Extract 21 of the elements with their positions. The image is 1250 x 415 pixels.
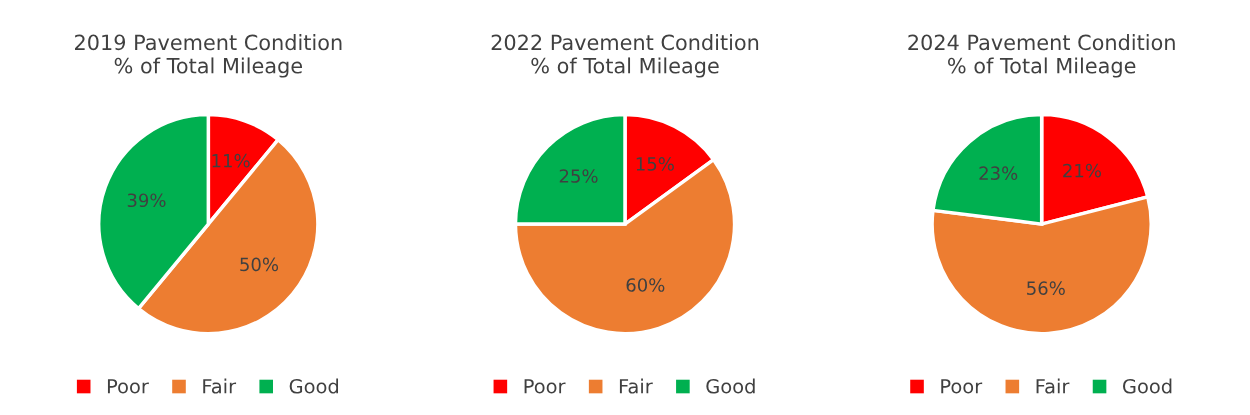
data-label: 39% — [127, 193, 166, 208]
data-label: 56% — [1027, 281, 1065, 295]
chart-title: 2019 Pavement Condition % of Total Mileage — [75, 34, 342, 78]
data-label: 15% — [636, 157, 674, 171]
data-label: 60% — [626, 278, 665, 292]
legend-label: Poor — [524, 379, 566, 394]
data-label: 21% — [1063, 163, 1102, 178]
legend-label: Poor — [107, 379, 149, 394]
legend-label: Good — [289, 378, 339, 394]
legend-label: Good — [706, 378, 755, 394]
legend-label: Fair — [619, 378, 653, 394]
data-label: 50% — [240, 257, 279, 272]
data-label: 23% — [979, 166, 1018, 181]
data-label: 11% — [212, 153, 250, 168]
legend-label: Good — [1123, 378, 1172, 394]
legend-label: Fair — [203, 378, 237, 394]
chart-title: 2022 Pavement Condition % of Total Mileage — [491, 34, 759, 78]
data-label: 25% — [559, 169, 598, 183]
chart-title: 2024 Pavement Condition % of Total Mileage — [908, 34, 1175, 78]
legend-label: Poor — [941, 379, 983, 394]
legend-label: Fair — [1036, 378, 1070, 394]
